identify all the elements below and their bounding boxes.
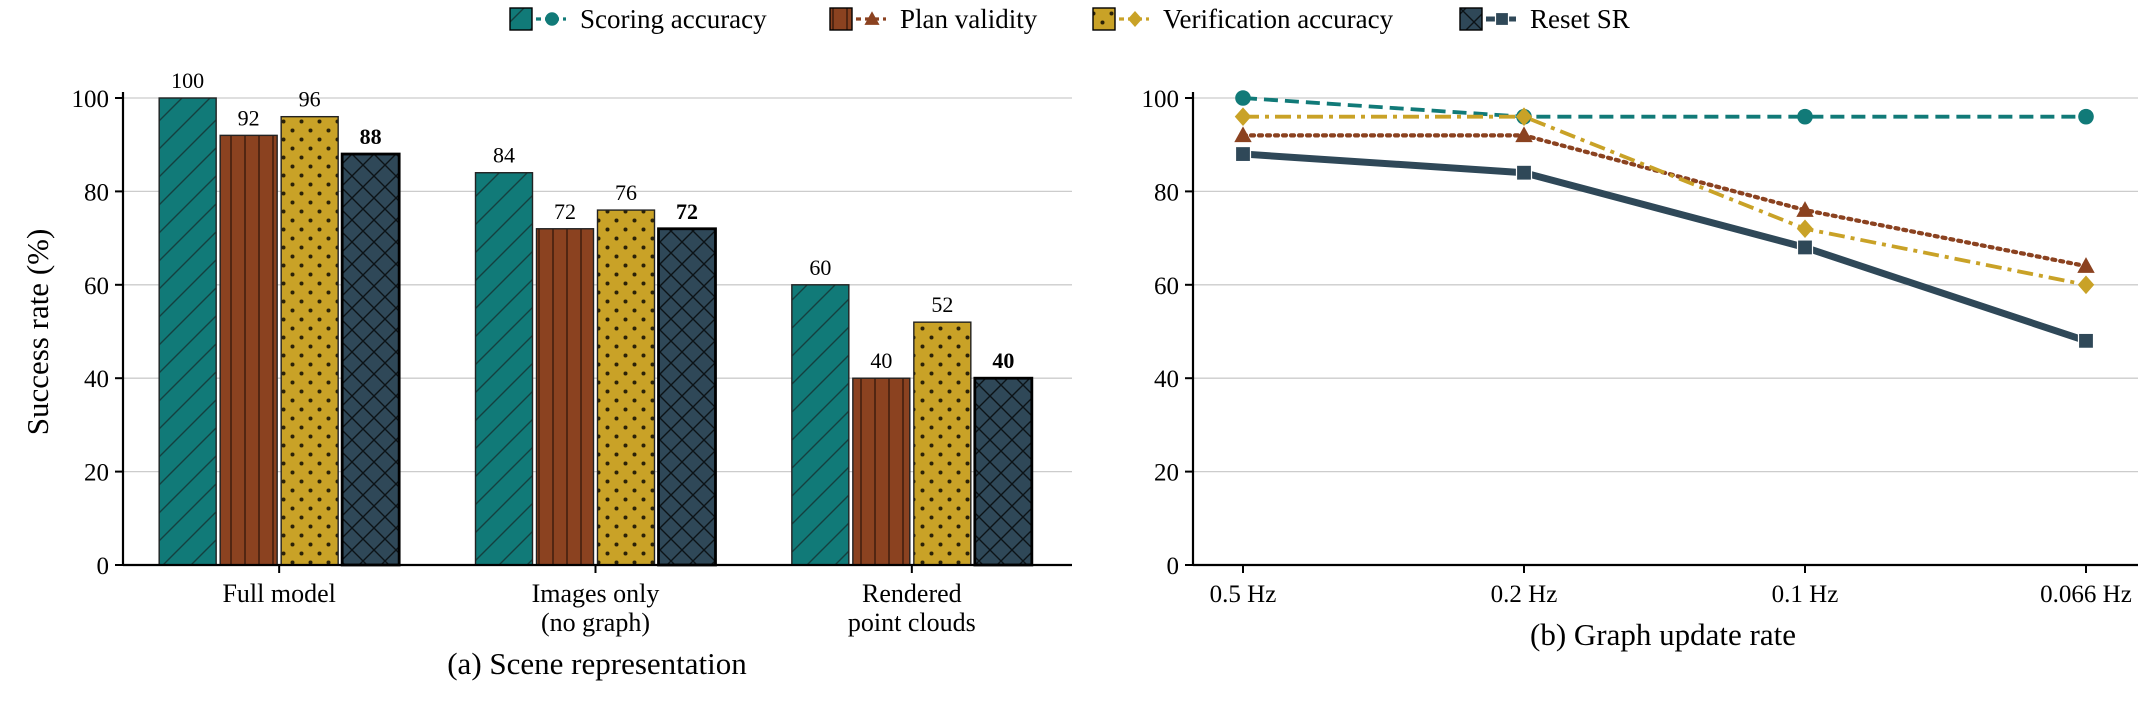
data-point-triangle: [2077, 257, 2095, 273]
x-tick-label: 0.2 Hz: [1491, 581, 1558, 608]
legend-item-1: Scoring accuracy: [509, 4, 767, 34]
bar: [280, 115, 339, 566]
y-tick-label: 100: [72, 86, 110, 113]
data-point-diamond: [2077, 275, 2095, 295]
y-tick-label: 100: [1142, 86, 1180, 113]
bar: [158, 97, 217, 566]
x-tick-label: (no graph): [541, 608, 650, 637]
legend-label: Plan validity: [900, 4, 1038, 34]
bar-chart-x-ticks: Full model Images only(no graph) Renderedp…: [222, 565, 976, 637]
line-chart-x-ticks: 0.5 Hz 0.2 Hz 0.1 Hz 0.066 Hz: [1210, 565, 2132, 608]
legend-swatch-pattern: [509, 7, 533, 31]
bar-value-label: 52: [931, 292, 953, 317]
x-tick-label: 0.5 Hz: [1210, 581, 1277, 608]
data-point-triangle: [1796, 201, 1814, 217]
x-tick-label: 0.066 Hz: [2040, 581, 2132, 608]
legend-swatch-pattern: [1092, 7, 1116, 31]
bar-chart-bars: [158, 97, 1034, 567]
bar: [474, 172, 534, 566]
y-tick-label: 20: [1154, 460, 1179, 487]
series-line: [1240, 133, 2089, 269]
data-point-triangle: [1515, 126, 1533, 143]
line-chart-axes: [1191, 92, 2138, 567]
legend-item-3: Verification accuracy: [1092, 4, 1394, 34]
data-point-circle: [1797, 108, 1813, 125]
bar-value-label: 92: [238, 105, 260, 130]
bar-value-label: 76: [615, 180, 637, 205]
bar-value-label: 72: [676, 199, 698, 224]
legend-marker-diamond: [1127, 10, 1143, 28]
y-tick-label: 80: [1154, 179, 1179, 206]
line-chart-series: [1234, 90, 2095, 349]
x-tick-label: Full model: [222, 579, 335, 608]
bar: [219, 134, 278, 566]
x-tick-label: Rendered: [862, 579, 962, 608]
legend-label: Verification accuracy: [1163, 4, 1394, 34]
bar-value-label: 72: [554, 199, 576, 224]
legend-item-4: Reset SR: [1459, 4, 1630, 34]
y-tick-label: 20: [84, 460, 109, 487]
bar: [596, 209, 656, 566]
y-tick-label: 0: [1167, 553, 1180, 580]
bar: [535, 228, 595, 566]
bar-value-label: 60: [809, 255, 831, 280]
legend-swatch-pattern: [829, 7, 853, 31]
bar-value-label: 84: [493, 143, 515, 168]
y-tick-label: 60: [84, 273, 109, 300]
data-point-square: [1234, 145, 1252, 163]
bar-value-label: 88: [360, 124, 382, 149]
series-line: [1242, 96, 2086, 119]
y-tick-label: 0: [97, 553, 110, 580]
series-line: [1243, 114, 2087, 287]
bar-chart-scene-representation: 100 92 96 88 84 72 76 72 60 40 52 40 0 20 40 60 80 100 F…: [20, 68, 1072, 681]
y-tick-label: 40: [1154, 366, 1179, 393]
bar: [852, 377, 911, 566]
bar: [973, 376, 1034, 567]
data-point-square: [1515, 164, 1533, 181]
legend-swatch-pattern: [1459, 7, 1483, 31]
y-tick-label: 60: [1154, 273, 1179, 300]
legend-label: Reset SR: [1530, 4, 1630, 34]
panel-a-caption: (a) Scene representation: [447, 646, 747, 681]
bar-chart-value-labels: 100 92 96 88 84 72 76 72 60 40 52 40: [171, 68, 1014, 373]
y-tick-label: 40: [84, 366, 109, 393]
line-chart-gridlines: [1193, 97, 2138, 473]
y-tick-label: 80: [84, 179, 109, 206]
line-chart-y-ticks: 0 20 40 60 80 100: [1142, 86, 1193, 580]
legend-marker-circle: [545, 12, 559, 26]
data-point-square: [2077, 332, 2095, 349]
bar-chart-y-ticks: 0 20 40 60 80 100: [72, 86, 123, 580]
bar-value-label: 100: [171, 68, 204, 93]
bar: [340, 152, 401, 567]
x-tick-label: point clouds: [848, 608, 976, 637]
legend-label: Scoring accuracy: [580, 4, 767, 34]
x-tick-label: Images only: [532, 579, 660, 608]
data-point-square: [1796, 239, 1814, 256]
panel-b-caption: (b) Graph update rate: [1530, 617, 1796, 652]
bar-value-label: 40: [992, 348, 1014, 373]
data-point-circle: [2078, 108, 2094, 125]
data-point-diamond: [1234, 107, 1252, 126]
x-tick-label: 0.1 Hz: [1772, 581, 1839, 608]
data-point-triangle: [1234, 126, 1252, 143]
bar: [657, 227, 717, 567]
data-point-circle: [1235, 90, 1251, 106]
bar-chart-axes: [121, 92, 1072, 567]
series-line: [1242, 150, 2088, 345]
data-point-diamond: [1796, 219, 1814, 239]
bar-value-label: 96: [299, 87, 321, 112]
y-axis-title: Success rate (%): [20, 229, 55, 436]
bar: [791, 284, 850, 566]
legend: Scoring accuracy Plan validity Verificatio…: [509, 4, 1630, 34]
data-point-diamond: [1515, 107, 1533, 126]
legend-marker-square: [1494, 11, 1510, 27]
legend-marker-triangle: [864, 11, 880, 25]
bar: [913, 321, 972, 566]
bar-value-label: 40: [870, 348, 892, 373]
legend-item-2: Plan validity: [829, 4, 1038, 34]
